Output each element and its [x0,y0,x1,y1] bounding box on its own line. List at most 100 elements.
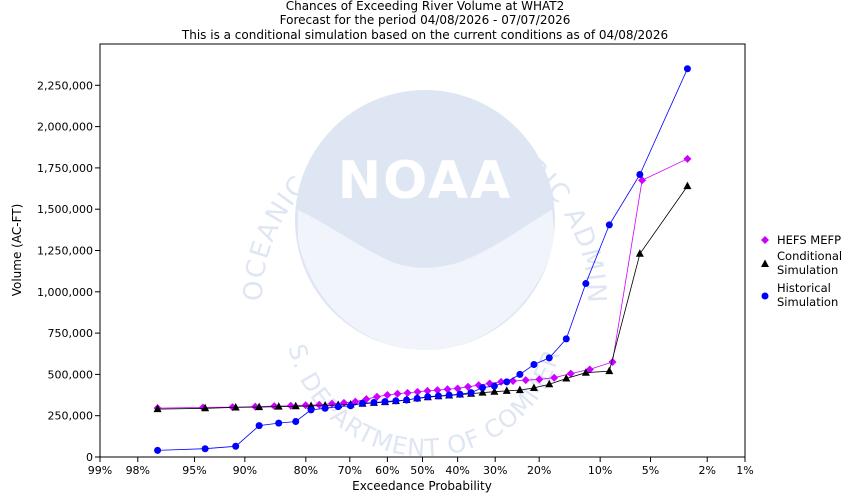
data-point-historical-simulation [467,389,475,397]
data-point-hefs-mefp [393,389,402,398]
data-point-hefs-mefp [566,369,575,378]
data-point-historical-simulation [307,406,315,414]
legend-label-line: Conditional [777,249,842,263]
data-point-hefs-mefp [453,384,462,393]
legend-marker-3 [761,292,769,300]
data-point-historical-simulation [490,382,498,390]
data-point-hefs-mefp [585,365,594,374]
data-point-hefs-mefp [464,382,473,391]
x-tick-label: 95% [182,464,206,477]
data-point-conditional-simulation [683,181,692,190]
data-point-conditional-simulation [153,404,162,413]
data-point-historical-simulation [530,360,538,368]
data-point-conditional-simulation [478,388,487,396]
series-layer [153,65,692,454]
data-point-hefs-mefp [251,402,260,411]
data-point-conditional-simulation [231,402,240,411]
legend-label-line: Simulation [777,263,838,277]
data-point-historical-simulation [683,65,691,73]
noaa-logo-text: NOAA [338,151,513,211]
data-point-historical-simulation [334,403,342,411]
y-tick-label: 1,750,000 [37,162,93,175]
data-point-historical-simulation [413,394,421,402]
data-point-historical-simulation [636,171,644,179]
x-tick-label: 50% [410,464,434,477]
legend-label-2: Conditional Simulation [777,249,842,277]
data-point-historical-simulation [154,446,162,454]
data-point-conditional-simulation [502,386,511,394]
data-point-hefs-mefp [443,385,452,394]
data-point-hefs-mefp [301,401,310,410]
x-tick-label: 5% [642,464,659,477]
data-point-historical-simulation [456,390,464,398]
data-point-historical-simulation [545,354,553,362]
x-tick-label: 1% [736,464,753,477]
data-point-conditional-simulation [605,366,614,375]
data-point-historical-simulation [232,442,240,450]
legend-label-1: HEFS MEFP [777,233,841,247]
data-point-hefs-mefp [497,377,506,386]
data-point-conditional-simulation [635,249,644,257]
data-point-historical-simulation [321,404,329,412]
data-point-conditional-simulation [562,374,571,382]
x-tick-label: 10% [588,464,612,477]
data-point-hefs-mefp [315,400,324,409]
chart-title: Chances of Exceeding River Volume at WHA… [181,0,668,42]
data-point-hefs-mefp [550,373,559,382]
y-tick-label: 1,000,000 [37,286,93,299]
series-line-hefs-mefp [157,158,688,409]
data-point-conditional-simulation [545,379,554,388]
data-point-historical-simulation [403,396,411,404]
data-point-historical-simulation [424,393,432,401]
y-tick-label: 2,000,000 [37,121,93,134]
title-line-3: This is a conditional simulation based o… [181,28,668,42]
y-tick-label: 750,000 [48,327,94,340]
legend-marker-2 [761,259,769,267]
title-line-2: Forecast for the period 04/08/2026 - 07/… [280,13,571,27]
x-tick-label: 70% [338,464,362,477]
data-point-historical-simulation [255,422,263,430]
x-tick-label: 30% [483,464,507,477]
data-point-conditional-simulation [255,402,264,411]
data-point-historical-simulation [503,378,511,386]
data-point-hefs-mefp [433,386,442,395]
x-tick-label: 90% [233,464,257,477]
data-point-historical-simulation [275,419,283,427]
data-point-historical-simulation [582,280,590,288]
data-point-historical-simulation [358,399,366,407]
legend-marker-1 [761,236,769,244]
data-point-hefs-mefp [403,388,412,397]
data-point-hefs-mefp [638,176,647,185]
noaa-logo-wave [298,210,555,350]
legend-label-line: Simulation [777,295,838,309]
data-point-historical-simulation [370,398,378,406]
y-axis: 0 250,000 500,000 750,000 1,000,000 1,250,000… [37,79,100,464]
data-point-historical-simulation [479,384,487,392]
y-tick-label: 500,000 [48,368,94,381]
y-tick-label: 2,250,000 [37,79,93,92]
data-point-hefs-mefp [372,392,381,401]
data-point-conditional-simulation [201,403,210,412]
y-tick-label: 250,000 [48,410,94,423]
x-tick-label: 20% [527,464,551,477]
x-tick-label: 80% [294,464,318,477]
data-point-historical-simulation [381,398,389,406]
y-tick-label: 1,500,000 [37,203,93,216]
x-tick-label: 60% [375,464,399,477]
data-point-hefs-mefp [683,154,692,163]
data-point-conditional-simulation [529,383,538,391]
data-point-hefs-mefp [535,375,544,384]
title-line-1: Chances of Exceeding River Volume at WHA… [286,0,565,13]
data-point-hefs-mefp [509,377,518,386]
data-point-hefs-mefp [327,399,336,408]
data-point-hefs-mefp [423,386,432,395]
x-tick-label: 40% [445,464,469,477]
data-point-conditional-simulation [581,368,590,376]
x-axis-title: Exceedance Probability [352,479,492,493]
data-point-hefs-mefp [383,391,392,400]
series-historical-simulation [154,65,691,454]
data-point-historical-simulation [392,397,400,405]
data-point-hefs-mefp [521,376,530,385]
